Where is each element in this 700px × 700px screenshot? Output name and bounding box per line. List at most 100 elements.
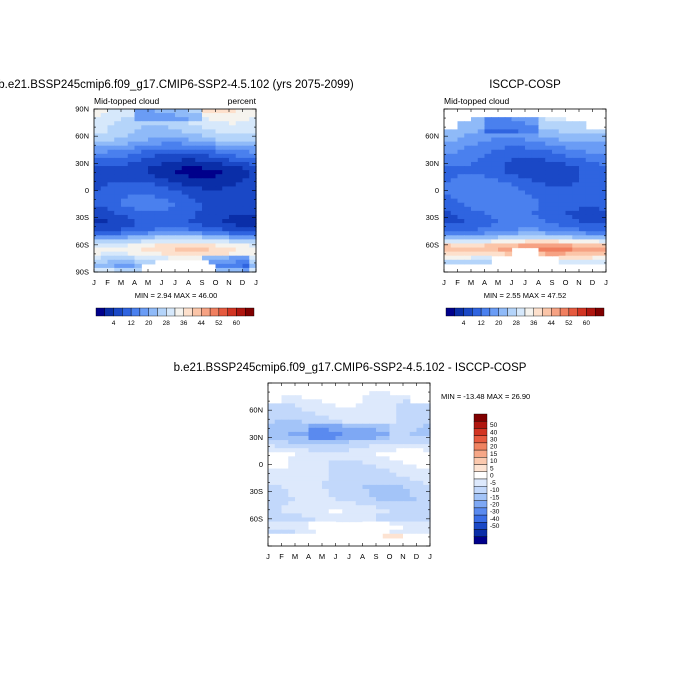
heatmap-cell (148, 113, 156, 118)
heatmap-cell (355, 444, 364, 449)
heatmap-cell (148, 166, 156, 171)
heatmap-cell (558, 239, 567, 245)
heatmap-cell (154, 198, 163, 204)
heatmap-cell (107, 194, 115, 200)
heatmap-cell (134, 214, 142, 220)
heatmap-cell (565, 227, 573, 232)
heatmap-cell (328, 464, 337, 470)
colorbar-swatch (480, 307, 491, 317)
heatmap-cell (403, 419, 411, 425)
heatmap-cell (389, 411, 397, 417)
heatmap-cell (114, 231, 122, 236)
heatmap-cell (349, 497, 357, 502)
heatmap-cell (423, 468, 431, 474)
heatmap-cell (141, 259, 149, 265)
heatmap-cell (579, 243, 587, 249)
heatmap-cell (525, 227, 533, 232)
heatmap-cell (471, 231, 479, 236)
heatmap-cell (498, 198, 506, 204)
heatmap-cell (114, 198, 122, 204)
heatmap-cell (355, 391, 364, 396)
heatmap-cell (274, 501, 283, 506)
heatmap-cell (134, 210, 142, 216)
heatmap-cell (599, 210, 607, 216)
heatmap-cell (121, 255, 129, 261)
panel-difference-minmax: MIN = -13.48 MAX = 26.90 (441, 392, 530, 401)
heatmap-cell (202, 186, 210, 192)
heatmap-cell (484, 202, 492, 208)
heatmap-cell (504, 174, 513, 179)
colorbar-label: -50 (490, 523, 500, 530)
heatmap-cell (100, 178, 109, 183)
heatmap-cell (382, 464, 391, 470)
panel-model-y-ticks: 90N 60N 30N 0 30S 60S 90S (75, 105, 89, 277)
heatmap-cell (342, 407, 350, 413)
heatmap-cell (181, 109, 190, 114)
colorbar-swatch (568, 307, 578, 317)
heatmap-cell (477, 137, 486, 143)
heatmap-cell (188, 117, 196, 122)
colorbar-swatch (174, 307, 184, 317)
heatmap-cell (308, 419, 316, 425)
heatmap-cell (235, 137, 244, 143)
heatmap-cell (389, 509, 397, 514)
heatmap-cell (242, 214, 250, 220)
heatmap-cell (362, 476, 370, 482)
heatmap-cell (229, 255, 237, 261)
heatmap-cell (457, 174, 465, 179)
panel-difference-y-ticks: 60N 30N 0 30S 60S (249, 406, 263, 524)
heatmap-cell (168, 243, 176, 249)
heatmap-cell (121, 227, 129, 232)
heatmap-cell (242, 166, 250, 171)
heatmap-cell (308, 497, 316, 502)
heatmap-cell (545, 239, 553, 245)
heatmap-cell (382, 431, 391, 437)
heatmap-cell (127, 186, 136, 192)
heatmap-cell (195, 239, 203, 245)
heatmap-cell (538, 141, 546, 147)
heatmap-cell (552, 247, 560, 253)
heatmap-cell (315, 399, 323, 404)
heatmap-cell (202, 145, 210, 151)
heatmap-cell (531, 141, 540, 147)
heatmap-cell (229, 219, 237, 224)
heatmap-cell (229, 129, 237, 135)
heatmap-cell (134, 198, 142, 204)
heatmap-cell (599, 170, 607, 175)
heatmap-cell (242, 219, 250, 224)
heatmap-cell (242, 251, 250, 257)
heatmap-cell (389, 488, 397, 494)
heatmap-cell (369, 431, 377, 437)
x-tick-label: J (604, 278, 608, 287)
heatmap-cell (538, 190, 546, 196)
heatmap-cell (403, 472, 411, 478)
heatmap-cell (376, 525, 384, 531)
heatmap-cell (134, 157, 142, 163)
heatmap-cell (579, 227, 587, 232)
heatmap-cell (242, 109, 250, 114)
heatmap-cell (281, 440, 289, 445)
heatmap-cell (511, 149, 519, 155)
heatmap-cell (301, 448, 310, 453)
colorbar-label: -30 (490, 509, 500, 516)
heatmap-cell (592, 174, 600, 179)
heatmap-cell (229, 166, 237, 171)
heatmap-cell (525, 202, 533, 208)
heatmap-cell (471, 239, 479, 245)
heatmap-cell (249, 141, 257, 147)
heatmap-cell (107, 227, 115, 232)
heatmap-cell (168, 219, 176, 224)
heatmap-cell (450, 206, 459, 212)
heatmap-cell (423, 444, 431, 449)
heatmap-cell (100, 231, 109, 236)
heatmap-cell (477, 129, 486, 135)
heatmap-cell (215, 125, 223, 130)
heatmap-cell (464, 231, 472, 236)
heatmap-cell (188, 129, 196, 135)
heatmap-cell (175, 129, 183, 135)
heatmap-cell (409, 529, 418, 535)
heatmap-cell (504, 198, 513, 204)
heatmap-cell (315, 509, 323, 514)
heatmap-cell (295, 435, 303, 441)
heatmap-cell (362, 493, 370, 498)
